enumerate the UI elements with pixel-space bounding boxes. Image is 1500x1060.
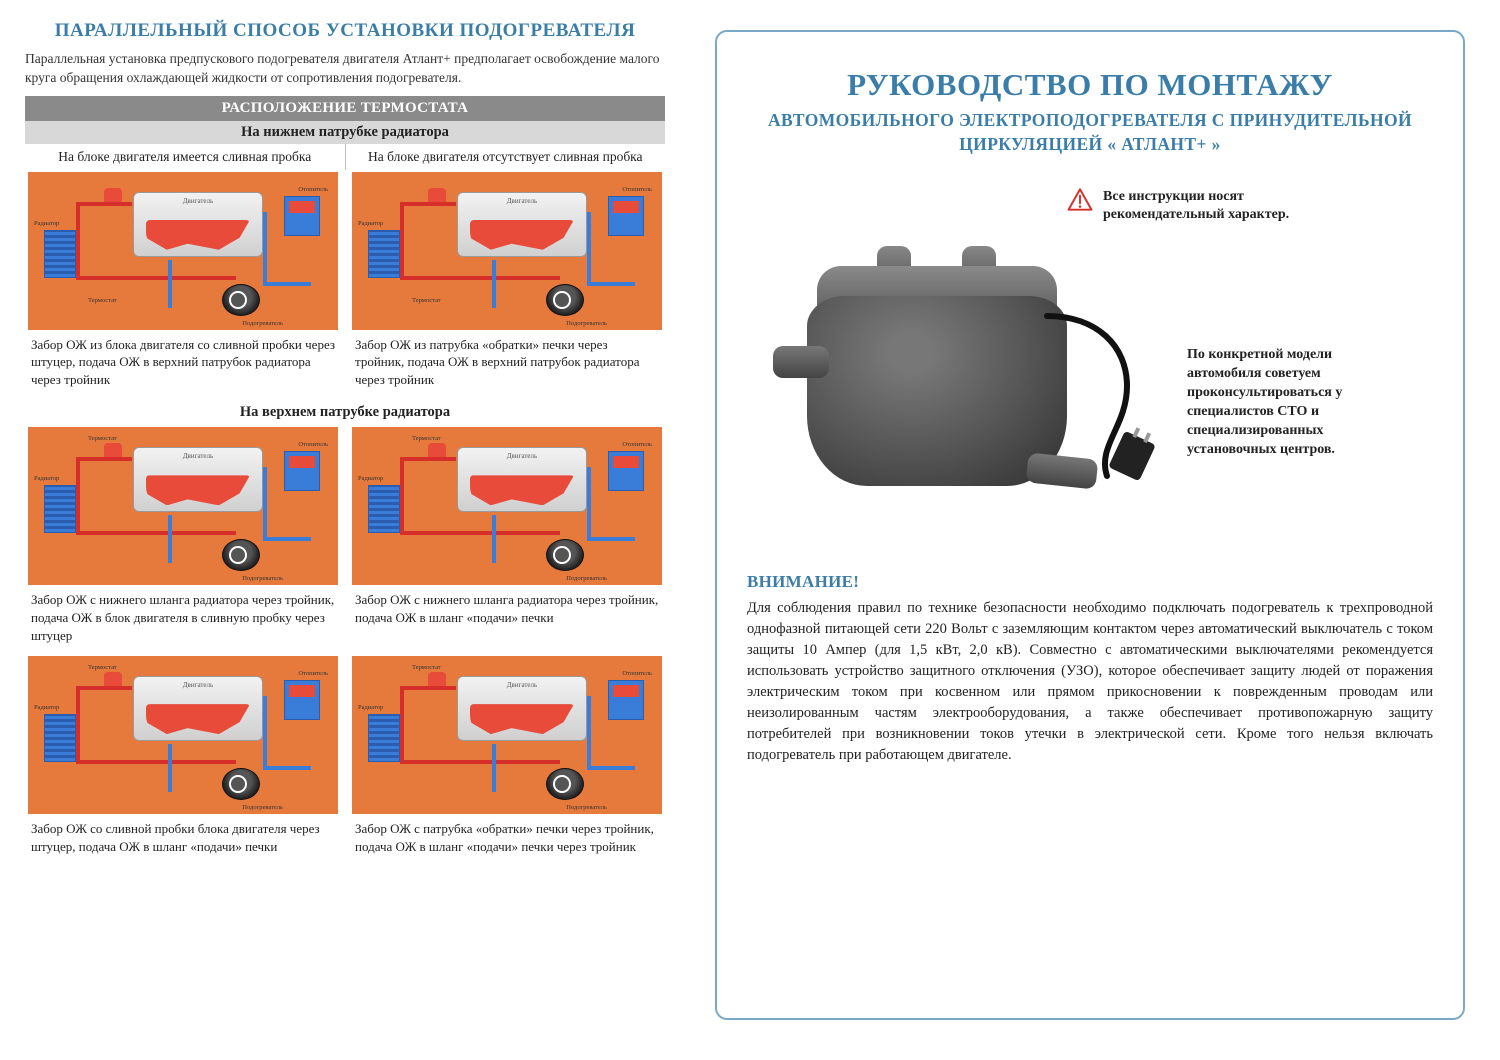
col-header-b: На блоке двигателя отсутствует сливная п… [346,144,666,170]
diagram-3b: Радиатор Двигатель Отопитель Подогревате… [352,656,662,814]
diagram-1a: Радиатор Двигатель Отопитель Подогревате… [28,172,338,330]
device-inlet-icon [773,346,829,378]
diagram-1b: Радиатор Двигатель Отопитель Подогревате… [352,172,662,330]
col-header-a: На блоке двигателя имеется сливная пробк… [25,144,346,170]
caption-2a: Забор ОЖ с нижнего шланга радиатора чере… [25,589,341,650]
diagram-2b: Радиатор Двигатель Отопитель Подогревате… [352,427,662,585]
sub-band-2: На верхнем патрубке радиатора [25,398,665,425]
cell-1b: Радиатор Двигатель Отопитель Подогревате… [349,170,665,395]
caption-3b: Забор ОЖ с патрубка «обратки» печки чере… [349,818,665,861]
product-row: Все инструкции носят рекомендательный ха… [747,196,1433,536]
preheater-label: Подогреватель [242,320,283,327]
cell-3b: Радиатор Двигатель Отопитель Подогревате… [349,654,665,861]
caption-1a: Забор ОЖ из блока двигателя со сливной п… [25,334,341,395]
cell-2b: Радиатор Двигатель Отопитель Подогревате… [349,425,665,650]
engine-icon: Двигатель [133,192,263,257]
diagram-3a: Радиатор Двигатель Отопитель Подогревате… [28,656,338,814]
diagram-row-1: Радиатор Двигатель Отопитель Подогревате… [25,170,665,395]
caption-1b: Забор ОЖ из патрубка «обратки» печки чер… [349,334,665,395]
left-intro: Параллельная установка предпускового под… [25,50,665,88]
right-page: РУКОВОДСТВО ПО МОНТАЖУ АВТОМОБИЛЬНОГО ЭЛ… [690,0,1500,1060]
cell-2a: Радиатор Двигатель Отопитель Подогревате… [25,425,341,650]
heater-icon [284,196,320,236]
diagram-2a: Радиатор Двигатель Отопитель Подогревате… [28,427,338,585]
cell-3a: Радиатор Двигатель Отопитель Подогревате… [25,654,341,861]
right-subtitle: АВТОМОБИЛЬНОГО ЭЛЕКТРОПОДОГРЕВАТЕЛЯ С ПР… [747,109,1433,156]
cell-1a: Радиатор Двигатель Отопитель Подогревате… [25,170,341,395]
column-headers: На блоке двигателя имеется сливная пробк… [25,144,665,170]
warning-icon [1067,188,1093,211]
heater-label: Отопитель [298,186,328,193]
product-image [747,226,1167,536]
side-note: По конкретной модели автомобиля советуем… [1187,346,1407,459]
attention-heading: ВНИМАНИЕ! [747,572,1433,592]
engine-label: Двигатель [134,197,262,205]
left-page: ПАРАЛЛЕЛЬНЫЙ СПОСОБ УСТАНОВКИ ПОДОГРЕВАТ… [0,0,690,1060]
left-title: ПАРАЛЛЕЛЬНЫЙ СПОСОБ УСТАНОВКИ ПОДОГРЕВАТ… [25,20,665,42]
radiator-label: Радиатор [34,220,59,227]
thermostat-label: Термостат [88,297,117,304]
attention-body: Для соблюдения правил по технике безопас… [747,598,1433,766]
note-top: Все инструкции носят рекомендательный ха… [1067,188,1323,224]
right-panel: РУКОВОДСТВО ПО МОНТАЖУ АВТОМОБИЛЬНОГО ЭЛ… [715,30,1465,1020]
radiator-icon [44,230,76,278]
right-title: РУКОВОДСТВО ПО МОНТАЖУ [747,67,1433,103]
preheater-icon [222,284,260,316]
diagram-row-3: Радиатор Двигатель Отопитель Подогревате… [25,654,665,861]
caption-2b: Забор ОЖ с нижнего шланга радиатора чере… [349,589,665,632]
engine-fan-icon [146,220,250,250]
sub-band-1: На нижнем патрубке радиатора [25,121,665,144]
caption-3a: Забор ОЖ со сливной пробки блока двигате… [25,818,341,861]
note-top-text: Все инструкции носят рекомендательный ха… [1103,188,1323,224]
diagram-row-2: Радиатор Двигатель Отопитель Подогревате… [25,425,665,650]
section-band: РАСПОЛОЖЕНИЕ ТЕРМОСТАТА [25,96,665,121]
